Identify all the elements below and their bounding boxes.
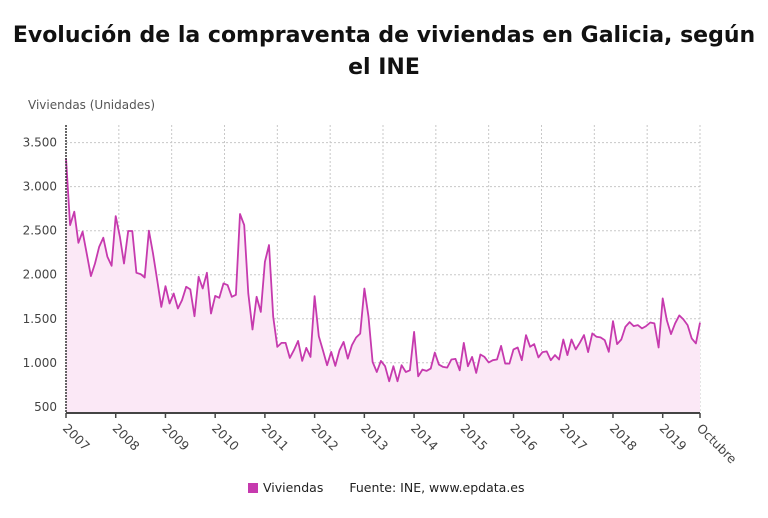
- x-tick-label: Octubre: [694, 421, 740, 467]
- y-tick-label: 2.000: [23, 268, 57, 282]
- source-note: Fuente: INE, www.epdata.es: [349, 480, 525, 495]
- x-tick-label: 2007: [60, 421, 93, 454]
- x-tick-label: 2014: [408, 421, 441, 454]
- chart-title: Evolución de la compraventa de viviendas…: [12, 23, 756, 80]
- legend-swatch: [248, 482, 258, 493]
- y-tick-label: 3.500: [23, 136, 57, 150]
- series-area: [66, 158, 700, 413]
- y-axis-label: Viviendas (Unidades): [28, 98, 156, 112]
- y-tick-label: 1.500: [23, 312, 57, 326]
- x-tick-label: 2016: [507, 421, 540, 454]
- x-tick-label: 2009: [159, 421, 192, 454]
- x-tick-label: 2010: [209, 421, 242, 454]
- x-tick-label: 2011: [259, 421, 292, 454]
- x-tick-label: 2018: [607, 421, 640, 454]
- y-tick-label: 1.000: [23, 356, 57, 370]
- y-tick-label: 500: [34, 400, 57, 414]
- x-tick-label: 2015: [458, 421, 491, 454]
- legend-label: Viviendas: [263, 480, 324, 495]
- x-tick-label: 2012: [309, 421, 342, 454]
- x-tick-label: 2008: [110, 421, 143, 454]
- series-line-viviendas: [65, 158, 701, 383]
- y-tick-label: 2.500: [23, 224, 57, 238]
- x-tick-label: 2019: [657, 421, 690, 454]
- y-tick-label: 3.000: [23, 180, 57, 194]
- x-tick-label: 2017: [557, 421, 590, 454]
- x-tick-label: 2013: [358, 421, 391, 454]
- legend: Viviendas Fuente: INE, www.epdata.es: [248, 480, 525, 495]
